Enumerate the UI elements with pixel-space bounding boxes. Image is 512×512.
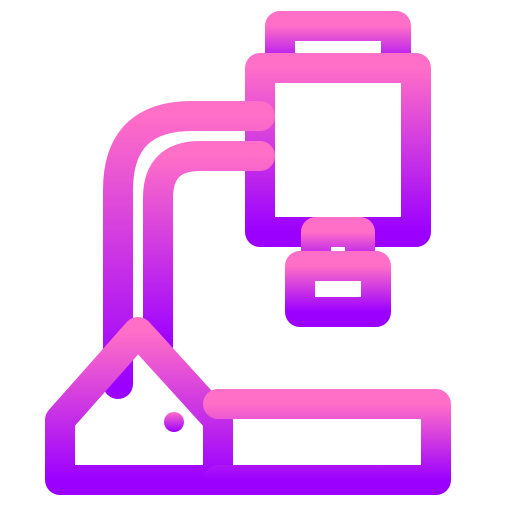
arm-inner xyxy=(158,156,260,346)
body-tube xyxy=(260,68,416,232)
pivot-dot xyxy=(164,412,184,432)
objective-lens xyxy=(300,266,376,312)
base-pivot xyxy=(60,332,218,480)
microscope-icon xyxy=(0,0,512,512)
stage-bar xyxy=(218,404,436,480)
